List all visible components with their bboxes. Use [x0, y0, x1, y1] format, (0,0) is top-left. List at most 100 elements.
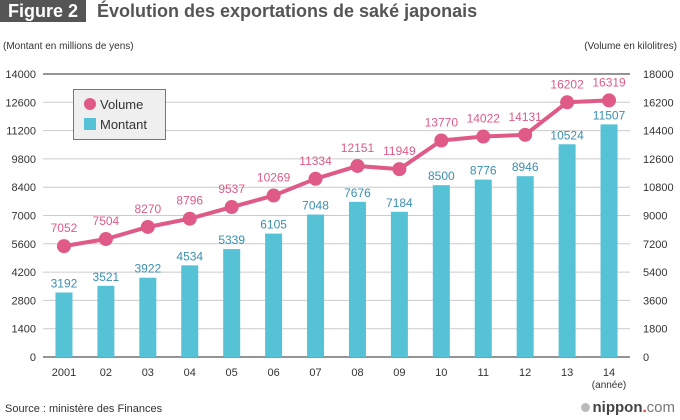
- left-tick-label: 9800: [12, 154, 36, 166]
- montant-bar: [181, 265, 199, 357]
- volume-point: [392, 162, 407, 177]
- volume-point: [98, 232, 113, 247]
- left-tick-label: 7000: [12, 211, 36, 223]
- montant-data-label: 7048: [302, 199, 329, 213]
- montant-data-label: 3922: [134, 262, 161, 276]
- montant-data-label: 4534: [176, 249, 203, 263]
- montant-data-label: 7676: [344, 186, 371, 200]
- left-tick-label: 12600: [5, 97, 36, 109]
- left-axis-unit-label: (Montant en millions de yens): [3, 41, 134, 52]
- montant-bar: [307, 214, 325, 357]
- right-tick-label: 10800: [643, 182, 674, 194]
- x-tick-label: 10: [435, 367, 447, 379]
- x-tick-label: 13: [561, 367, 573, 379]
- montant-bar: [97, 285, 115, 357]
- volume-point: [476, 129, 491, 144]
- x-axis-unit-label: (année): [592, 380, 626, 391]
- legend-label-montant: Montant: [100, 117, 147, 132]
- montant-bar: [474, 179, 492, 357]
- volume-data-label: 8270: [134, 202, 161, 216]
- volume-point: [560, 95, 575, 110]
- montant-bar: [348, 201, 366, 357]
- volume-data-label: 11949: [383, 144, 416, 158]
- right-tick-label: 1800: [643, 324, 667, 336]
- legend: Volume Montant: [73, 89, 166, 140]
- legend-item-montant: Montant: [84, 117, 147, 133]
- montant-data-label: 5339: [218, 233, 245, 247]
- montant-bar: [600, 124, 618, 357]
- volume-point: [182, 211, 197, 226]
- volume-data-labels: 7052 7504 8270 8796 9537 10269 11334 12151 11949…: [51, 75, 626, 235]
- volume-data-label: 7052: [51, 221, 78, 235]
- x-tick-label: 2001: [52, 367, 76, 379]
- brand-name: nippon: [592, 399, 643, 416]
- left-axis-ticks: 0 1400 2800 4200 5600 7000 8400 9800 11200 12600 1…: [5, 69, 36, 364]
- x-tick-label: 12: [519, 367, 531, 379]
- montant-data-label: 8776: [470, 164, 497, 178]
- volume-point: [266, 188, 281, 203]
- volume-point: [518, 127, 533, 142]
- right-tick-label: 3600: [643, 295, 667, 307]
- x-tick-label: 09: [393, 367, 405, 379]
- volume-point: [224, 200, 239, 215]
- montant-data-label: 11507: [593, 108, 626, 122]
- left-tick-label: 2800: [12, 295, 36, 307]
- right-axis-unit-label: (Volume en kilolitres): [584, 41, 677, 52]
- x-tick-label: 08: [351, 367, 363, 379]
- montant-data-label: 6105: [260, 218, 287, 232]
- montant-bar: [432, 185, 450, 357]
- right-tick-label: 18000: [643, 69, 674, 81]
- left-tick-label: 0: [30, 352, 36, 364]
- volume-data-label: 14022: [467, 112, 501, 126]
- volume-data-label: 16319: [592, 75, 626, 89]
- montant-swatch-icon: [84, 118, 96, 130]
- x-tick-label: 07: [309, 367, 321, 379]
- volume-point: [308, 171, 323, 186]
- volume-data-label: 16202: [550, 77, 584, 91]
- chart-title: Évolution des exportations de saké japon…: [97, 1, 478, 21]
- montant-data-label: 7184: [386, 196, 413, 210]
- right-tick-label: 14400: [643, 126, 674, 138]
- volume-point: [140, 219, 155, 234]
- brand-dot: .: [642, 399, 647, 416]
- right-tick-label: 16200: [643, 97, 674, 109]
- montant-data-label: 3521: [93, 270, 120, 284]
- volume-data-label: 9537: [218, 182, 245, 196]
- volume-point: [602, 93, 617, 108]
- montant-bar: [558, 144, 576, 357]
- x-tick-label: 05: [226, 367, 238, 379]
- volume-data-label: 10269: [257, 171, 291, 185]
- volume-data-label: 8796: [176, 194, 203, 208]
- montant-bar: [516, 176, 534, 357]
- volume-data-label: 7504: [93, 214, 120, 228]
- x-tick-label: 11: [478, 367, 489, 379]
- volume-data-label: 12151: [341, 141, 375, 155]
- x-tick-label: 14: [603, 367, 615, 379]
- volume-point: [350, 158, 365, 173]
- left-tick-label: 4200: [12, 267, 36, 279]
- left-tick-label: 8400: [12, 182, 36, 194]
- x-tick-label: 03: [142, 367, 154, 379]
- brand-logo: nippon.com: [580, 399, 675, 416]
- right-tick-label: 5400: [643, 267, 667, 279]
- right-tick-label: 0: [643, 352, 649, 364]
- montant-data-label: 8946: [512, 160, 539, 174]
- volume-data-label: 13770: [425, 116, 459, 130]
- montant-bars: [55, 124, 618, 357]
- source-note: Source : ministère des Finances: [5, 403, 163, 415]
- volume-point: [56, 239, 71, 254]
- x-axis-ticks: 2001 02 03 04 05 06 07 08 09 10 11 12 13 14(année): [52, 367, 627, 391]
- legend-label-volume: Volume: [100, 97, 144, 112]
- x-tick-label: 06: [267, 367, 279, 379]
- volume-line: [56, 93, 617, 254]
- montant-bar: [265, 233, 283, 357]
- left-tick-label: 5600: [12, 239, 36, 251]
- right-tick-label: 9000: [643, 211, 667, 223]
- montant-data-label: 8500: [428, 169, 455, 183]
- montant-data-label: 3192: [51, 276, 78, 290]
- volume-data-label: 11334: [299, 154, 332, 168]
- left-tick-label: 11200: [6, 126, 36, 138]
- right-tick-label: 7200: [643, 239, 667, 251]
- left-tick-label: 14000: [5, 69, 36, 81]
